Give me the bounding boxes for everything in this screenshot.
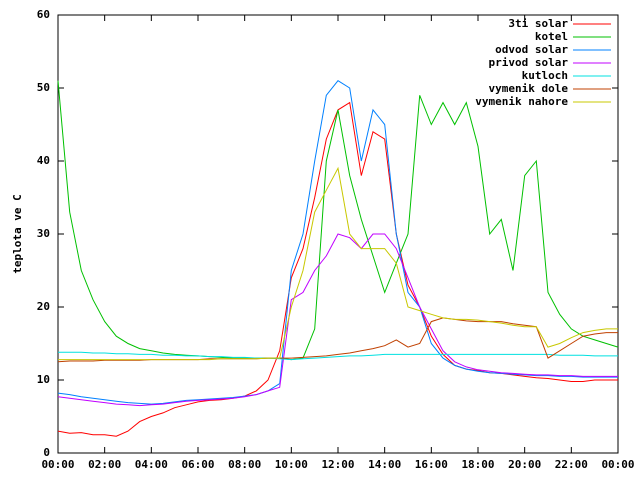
series-line	[57, 80, 618, 405]
legend-label: 3ti solar	[508, 17, 568, 30]
x-tick-label: 02:00	[88, 458, 121, 471]
legend-label: kutloch	[522, 69, 568, 82]
x-tick-label: 22:00	[555, 458, 588, 471]
series-line	[57, 80, 619, 361]
legend-label: odvod solar	[495, 43, 568, 56]
legend-label: privod solar	[489, 56, 569, 69]
x-tick-label: 00:00	[41, 458, 74, 471]
series-line	[57, 317, 618, 363]
series-line	[58, 166, 618, 361]
x-tick-label: 08:00	[228, 458, 261, 471]
legend-label: vymenik dole	[489, 82, 569, 95]
x-tick-label: 10:00	[275, 458, 308, 471]
y-tick-label: 0	[43, 446, 50, 459]
x-tick-label: 06:00	[181, 458, 214, 471]
series-line	[57, 101, 618, 437]
series-line	[58, 351, 618, 361]
x-tick-label: 14:00	[368, 458, 401, 471]
x-tick-label: 12:00	[321, 458, 354, 471]
x-tick-label: 18:00	[461, 458, 494, 471]
legend-label: kotel	[535, 30, 568, 43]
y-tick-label: 50	[37, 81, 50, 94]
y-tick-label: 30	[37, 227, 50, 240]
y-tick-label: 60	[37, 8, 50, 21]
x-tick-label: 00:00	[601, 458, 634, 471]
legend-label: vymenik nahore	[475, 95, 568, 108]
y-tick-label: 40	[37, 154, 50, 167]
y-tick-label: 20	[37, 300, 50, 313]
x-tick-label: 04:00	[135, 458, 168, 471]
x-tick-label: 20:00	[508, 458, 541, 471]
y-tick-label: 10	[37, 373, 50, 386]
series-line	[57, 233, 618, 407]
y-axis-label: teplota ve C	[11, 194, 24, 273]
x-tick-label: 16:00	[415, 458, 448, 471]
